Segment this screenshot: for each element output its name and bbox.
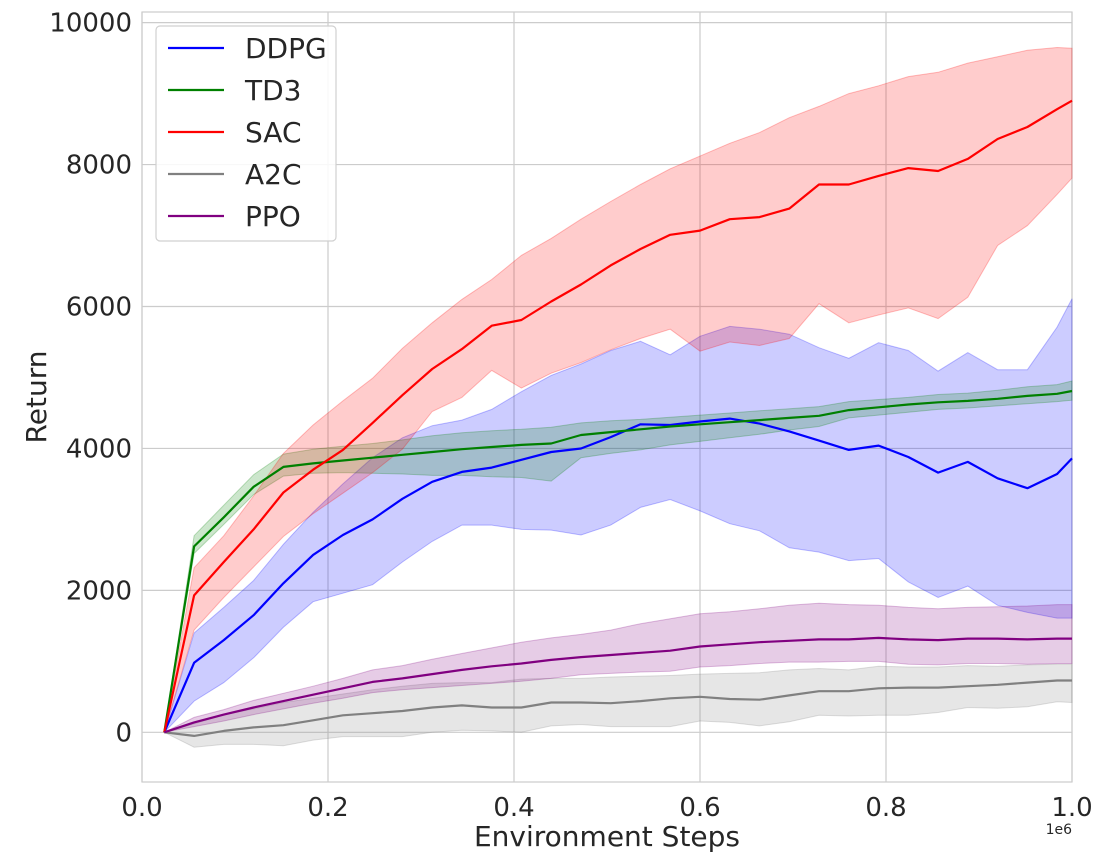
y-axis-label: Return: [20, 351, 53, 444]
x-tick-label: 0.6: [679, 793, 720, 823]
legend-label-ppo: PPO: [245, 200, 301, 233]
y-tick-label: 6000: [66, 293, 132, 323]
y-tick-label: 10000: [49, 9, 132, 39]
band-ppo: [164, 602, 1073, 733]
y-tick-label: 4000: [66, 434, 132, 464]
series-lines: [163, 99, 1073, 738]
y-tick-label: 2000: [66, 576, 132, 606]
x-axis-label: Environment Steps: [474, 820, 740, 853]
legend: DDPG TD3 SAC A2C PPO: [155, 25, 337, 242]
legend-label-td3: TD3: [244, 74, 301, 107]
series-line-td3: [163, 389, 1073, 733]
y-tick-label: 8000: [66, 151, 132, 181]
x-tick-label: 0.0: [121, 793, 162, 823]
band-a2c: [162, 663, 1073, 748]
band-td3: [163, 380, 1073, 733]
legend-label-sac: SAC: [245, 116, 302, 149]
legend-label-ddpg: DDPG: [245, 32, 327, 65]
x-axis-offset-label: 1e6: [1046, 822, 1073, 838]
x-tick-label: 1.0: [1051, 793, 1092, 823]
legend-label-a2c: A2C: [245, 158, 302, 191]
x-tick-label: 0.2: [307, 793, 348, 823]
x-tick-label: 0.4: [493, 793, 534, 823]
series-line-a2c: [164, 679, 1072, 738]
band-sac: [163, 46, 1073, 733]
y-tick-label: 0: [115, 718, 132, 748]
series-line-sac: [163, 99, 1073, 733]
series-line-ppo: [163, 636, 1072, 734]
tick-labels: 0.0 0.2 0.4 0.6 0.8 1.0 0 2000 4000 6000 8000 10000: [49, 9, 1092, 823]
legend-box: [155, 25, 337, 242]
x-tick-label: 0.8: [865, 793, 906, 823]
